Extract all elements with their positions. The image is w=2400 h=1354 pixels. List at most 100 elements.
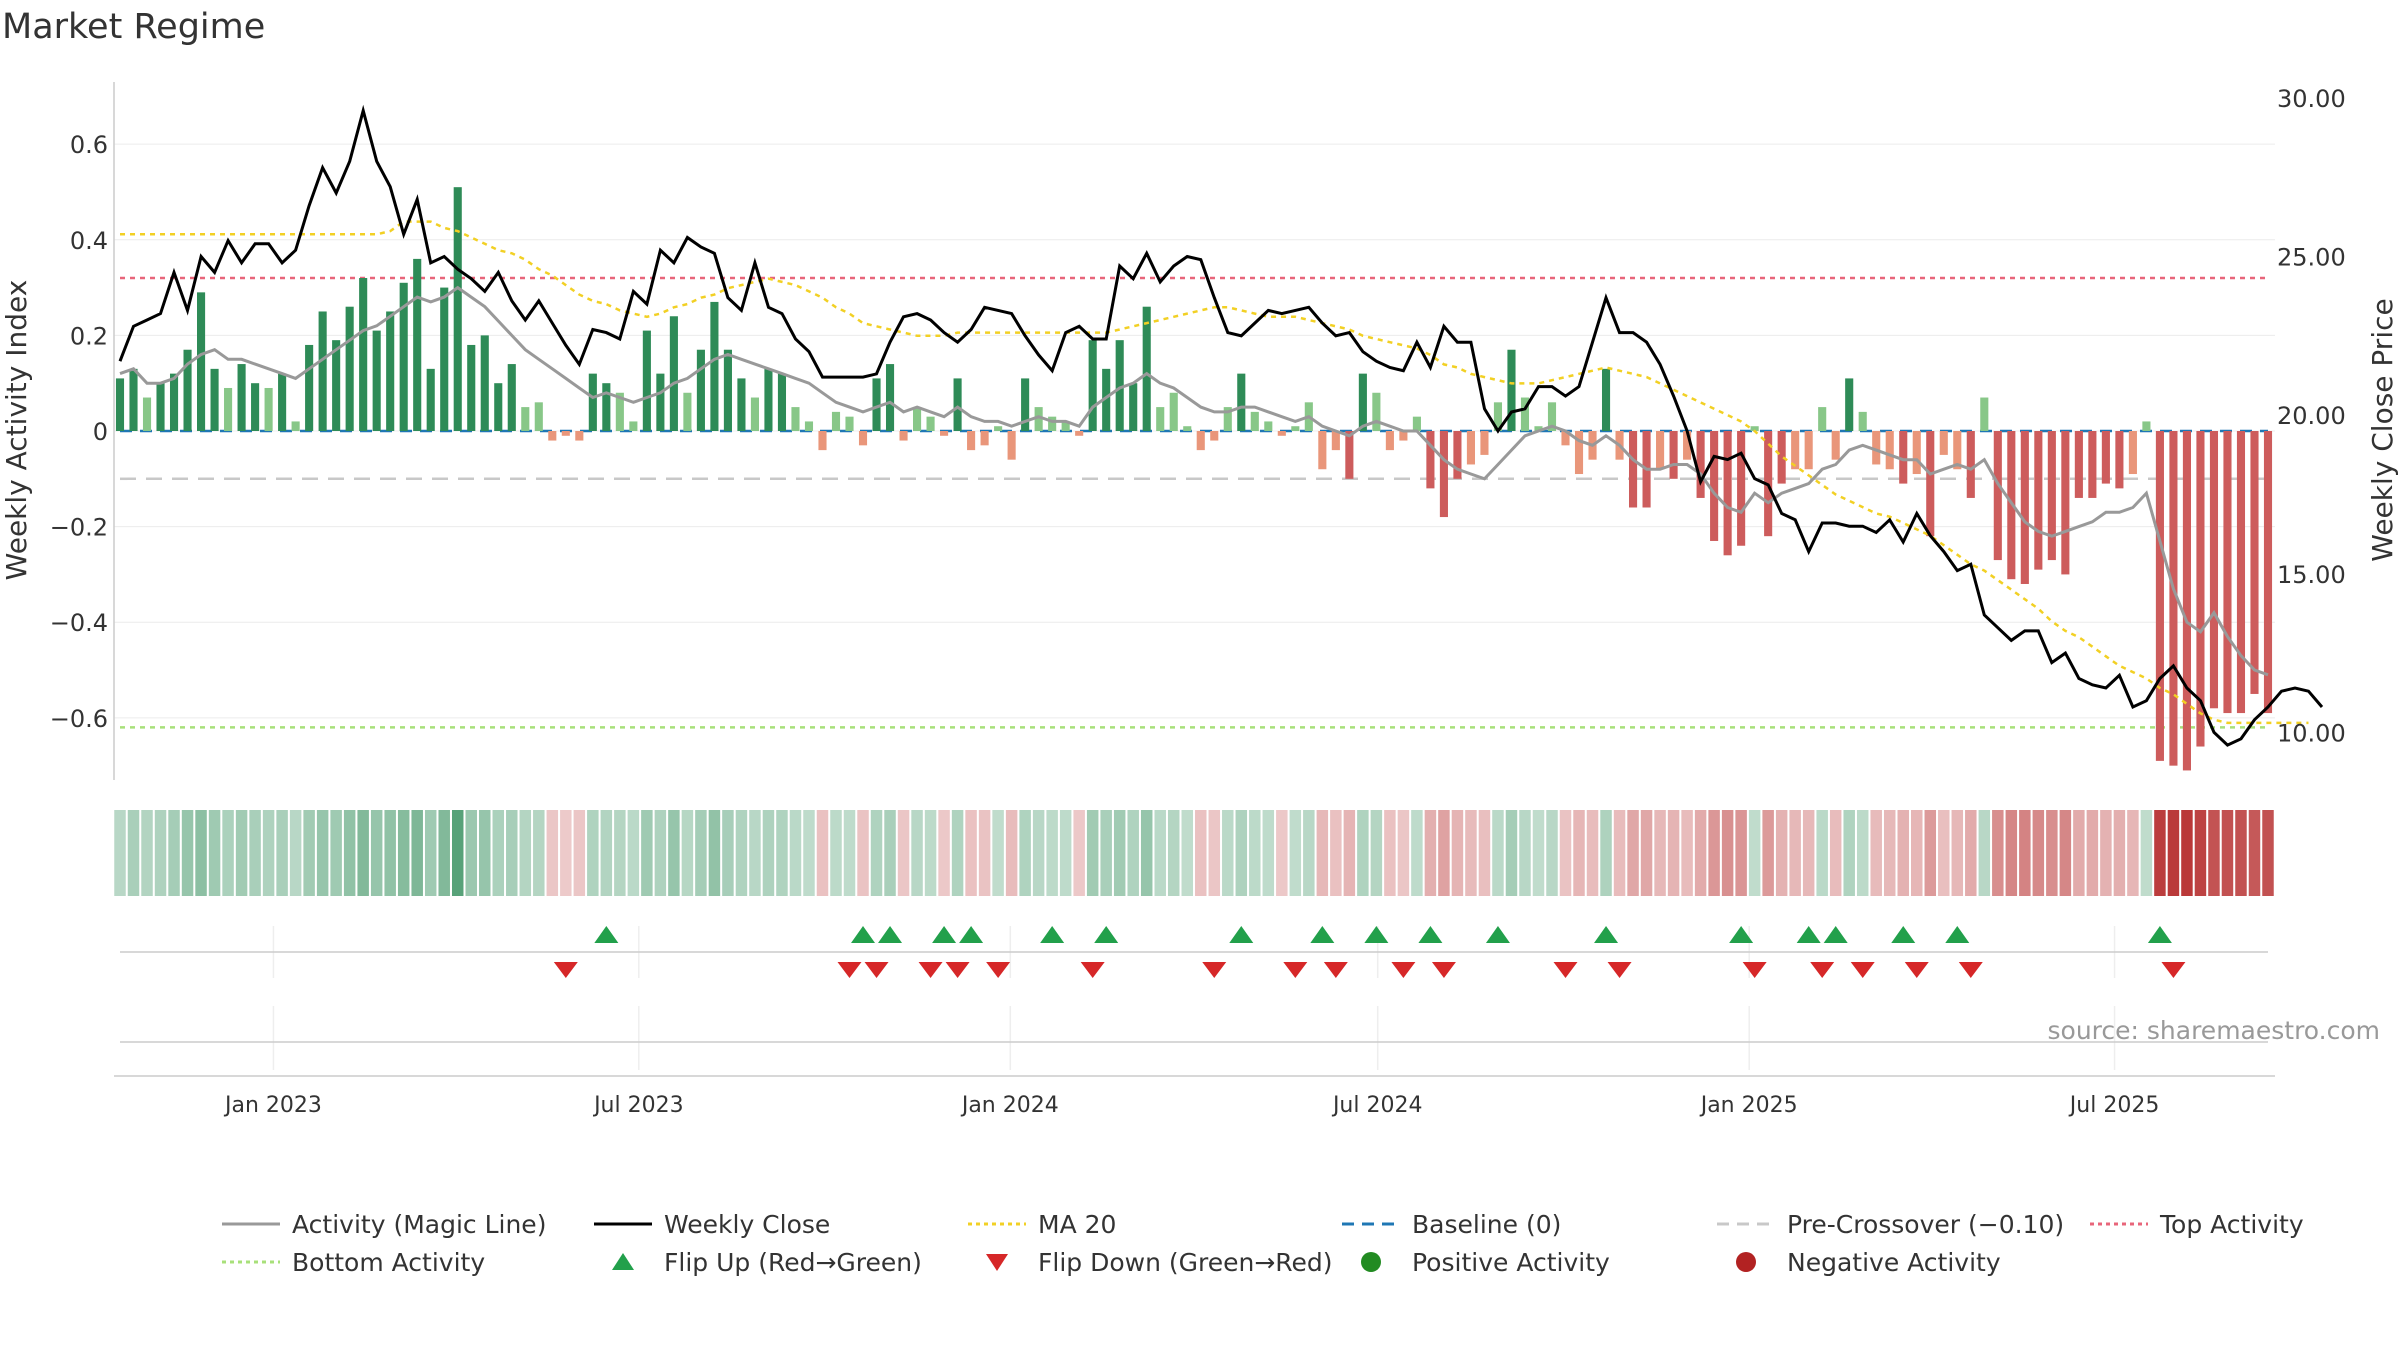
activity-bar xyxy=(1683,431,1692,460)
regime-strip-cell xyxy=(600,810,613,896)
regime-strip-cell xyxy=(2086,810,2099,896)
regime-strip-cell xyxy=(1640,810,1653,896)
regime-strip-cell xyxy=(1208,810,1221,896)
activity-bar xyxy=(1939,431,1948,455)
ma20-line xyxy=(120,220,2309,725)
regime-strip-cell xyxy=(1843,810,1855,896)
regime-strip-cell xyxy=(181,810,194,896)
activity-bar xyxy=(251,383,260,431)
regime-strip-cell xyxy=(1451,810,1464,896)
activity-bar xyxy=(2263,431,2273,714)
activity-bar xyxy=(291,421,300,431)
regime-strip-cell xyxy=(1181,810,1193,896)
regime-strip-cell xyxy=(2221,810,2234,896)
axes xyxy=(113,82,2275,1077)
regime-strip-cell xyxy=(1911,810,1923,896)
regime-strip-cell xyxy=(1276,810,1288,896)
flip-up-marker xyxy=(878,926,903,943)
regime-strip-cell xyxy=(343,810,356,896)
regime-strip-cell xyxy=(1262,810,1275,896)
regime-strip-cell xyxy=(938,810,950,896)
regime-strip-cell xyxy=(1775,810,1788,896)
activity-bar xyxy=(1480,431,1489,455)
activity-bar xyxy=(750,397,759,431)
activity-bar xyxy=(764,368,773,431)
flip-down-marker xyxy=(2161,962,2186,978)
regime-strip-cell xyxy=(438,810,450,896)
left-tick-label: −0.6 xyxy=(50,705,108,733)
regime-strip-cell xyxy=(195,810,207,896)
activity-bar xyxy=(1980,397,1989,431)
activity-bar xyxy=(2250,431,2259,694)
activity-bar xyxy=(1520,397,1530,431)
activity-bar xyxy=(818,431,827,451)
activity-bar xyxy=(1399,431,1408,441)
x-axis-ticks: Jan 2023 Jul 2023 Jan 2024 Jul 2024 Jan 2025… xyxy=(223,1093,2159,1118)
regime-strip-cell xyxy=(816,810,829,896)
regime-strip-cell xyxy=(235,810,248,896)
regime-strip-cell xyxy=(1424,810,1437,896)
regime-strip-cell xyxy=(1100,810,1112,896)
flip-down-marker xyxy=(553,962,578,978)
regime-strip-cell xyxy=(114,810,126,896)
activity-bar xyxy=(2236,431,2246,714)
activity-bar xyxy=(2047,431,2056,561)
regime-strip-cell xyxy=(641,810,653,896)
activity-bar xyxy=(1453,431,1462,479)
left-axis-ticks: 0.6 0.4 0.2 0 −0.2 −0.4 −0.6 xyxy=(50,131,108,733)
activity-bar xyxy=(1183,426,1192,431)
regime-strip-cell xyxy=(1992,810,2004,896)
regime-strip-cell xyxy=(560,810,572,896)
regime-strip-cell xyxy=(776,810,788,896)
x-tick-label: Jan 2025 xyxy=(1699,1093,1798,1118)
legend-label: Activity (Magic Line) xyxy=(292,1210,546,1239)
activity-bar xyxy=(2196,431,2205,747)
regime-strip-cell xyxy=(2181,810,2193,896)
regime-strip-cell xyxy=(803,810,815,896)
activity-bar xyxy=(1574,431,1584,475)
regime-strip-cell xyxy=(573,810,586,896)
activity-bar xyxy=(2034,431,2043,570)
activity-bar xyxy=(953,378,962,431)
activity-bar xyxy=(791,407,800,431)
activity-bar xyxy=(318,311,327,431)
activity-bar xyxy=(2074,431,2083,498)
regime-strip-cell xyxy=(519,810,532,896)
regime-strip-cell xyxy=(1235,810,1248,896)
x-tick-label: Jan 2024 xyxy=(960,1093,1059,1118)
activity-bar xyxy=(413,258,422,431)
activity-bar xyxy=(480,335,489,431)
activity-bar xyxy=(1412,416,1421,431)
regime-strip-cell xyxy=(708,810,721,896)
activity-bar xyxy=(1966,431,1975,498)
activity-bar xyxy=(1034,407,1043,431)
activity-bar xyxy=(1507,349,1516,431)
activity-bar xyxy=(2155,431,2164,761)
activity-bar xyxy=(1912,431,1921,475)
regime-strip-cell xyxy=(1154,810,1166,896)
activity-bar xyxy=(399,282,408,431)
regime-strip-cell xyxy=(735,810,748,896)
left-tick-label: 0.2 xyxy=(70,322,108,350)
regime-strip-cell xyxy=(2235,810,2247,896)
flip-down-marker xyxy=(1607,962,1632,978)
activity-bar xyxy=(2101,431,2110,484)
regime-strip-cell xyxy=(546,810,559,896)
activity-bar xyxy=(1534,426,1543,431)
legend-label: Bottom Activity xyxy=(292,1248,485,1277)
legend-label: Pre-Crossover (−0.10) xyxy=(1787,1210,2064,1239)
x-tick-label: Jul 2025 xyxy=(2068,1093,2160,1118)
regime-strip-cell xyxy=(1465,810,1477,896)
activity-bar xyxy=(940,431,949,436)
activity-bar xyxy=(1210,431,1219,441)
regime-strip-cell xyxy=(1005,810,1018,896)
regime-strip-cell xyxy=(357,810,369,896)
regime-strip-cell xyxy=(411,810,423,896)
activity-bar xyxy=(197,292,206,431)
activity-bar xyxy=(1723,431,1732,556)
activity-bar xyxy=(1493,402,1503,431)
regime-strip-cell xyxy=(1816,810,1828,896)
activity-bar xyxy=(1710,431,1719,541)
activity-bar xyxy=(1831,431,1840,460)
activity-bar xyxy=(2169,431,2178,766)
